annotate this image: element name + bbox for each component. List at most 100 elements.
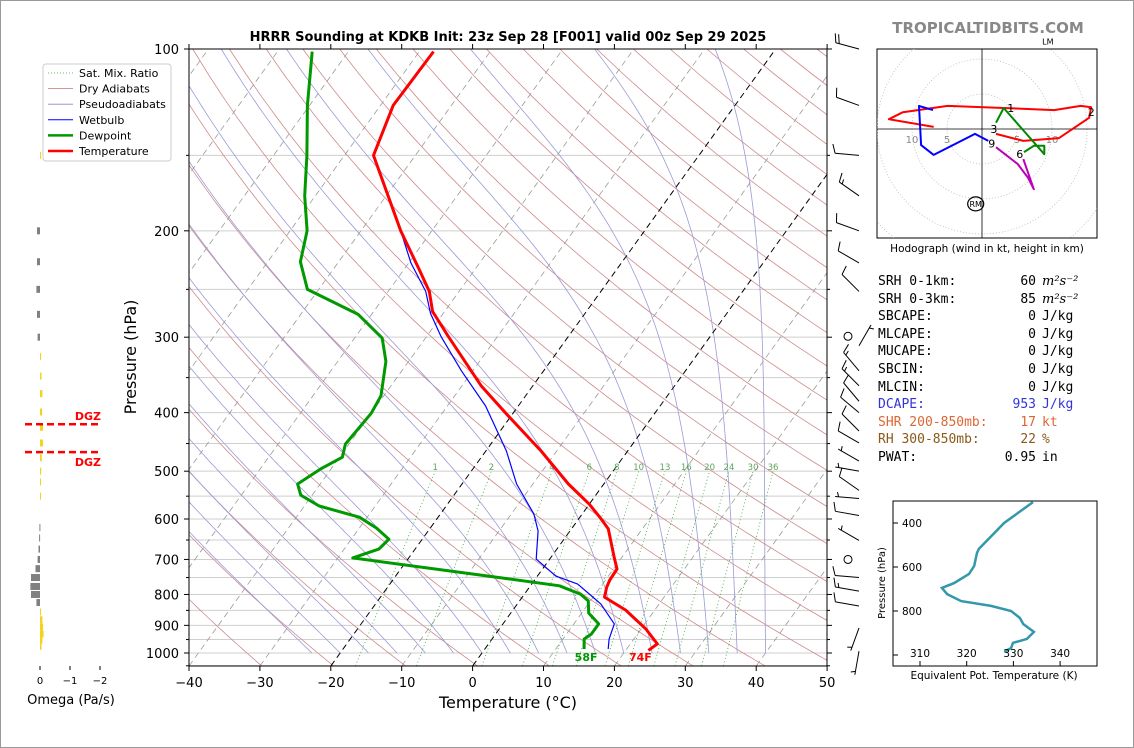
right-mover-marker: [967, 196, 985, 212]
isotherm: [189, 49, 635, 666]
stat-value: 0: [1028, 361, 1036, 377]
wind-barb-staff: [835, 466, 860, 472]
watermark-logo: TROPICALTIDBITS.COM: [892, 19, 1084, 37]
wind-barb-staff: [841, 274, 860, 292]
wind-barb-full: [833, 577, 836, 588]
wind-barb-half: [869, 327, 874, 330]
wind-barb-staff: [836, 96, 860, 106]
wind-barb-staff: [837, 250, 860, 264]
omega-tick-label: 0: [37, 676, 43, 687]
dry-adiabat: [265, 49, 827, 545]
theta-e-x-tick-label: 330: [1003, 648, 1023, 660]
x-tick-label: 50: [819, 676, 836, 691]
dry-adiabat: [302, 49, 827, 507]
isotherm: [189, 49, 351, 274]
wind-barb-full: [837, 421, 841, 432]
hodograph-height-label: 3: [990, 123, 997, 136]
stat-row: RH 300-850mb: 22%: [878, 431, 1108, 449]
wind-barb-full: [834, 33, 837, 43]
mixing-ratio-line: [653, 471, 710, 666]
wind-barb-staff: [839, 181, 860, 197]
pseudoadiabat: [189, 277, 511, 654]
stat-row: SHR 200-850mb: 17 kt: [878, 414, 1108, 432]
wind-barb-staff: [835, 574, 860, 579]
wind-barb-half: [840, 446, 843, 451]
theta-e-frame: [892, 500, 1098, 667]
stats-panel: SRH 0-1km: 60 m²s⁻² SRH 0-3km: 85 m²s⁻² SBCAPE…: [878, 273, 1108, 467]
wind-barb-full: [841, 405, 847, 415]
omega-bar: [40, 623, 43, 631]
wind-barb-staff: [835, 601, 860, 607]
wind-barbs: [832, 33, 874, 675]
pseudoadiabat: [189, 84, 596, 654]
hodograph-caption: Hodograph (wind in kt, height in km): [890, 243, 1084, 255]
dry-adiabat: [486, 49, 827, 334]
mixing-ratio-line: [355, 471, 436, 666]
wind-barb-staff: [843, 352, 860, 372]
stat-unit: m²s⁻²: [1042, 274, 1079, 289]
wind-barb-staff: [854, 651, 860, 675]
omega-bar: [40, 423, 43, 431]
omega-bar: [40, 390, 43, 398]
highlighted-isotherm: [330, 49, 777, 666]
omega-bar: [37, 258, 40, 266]
dry-adiabat: [375, 49, 827, 436]
x-tick-label: 0: [468, 676, 476, 691]
dry-adiabat: [189, 598, 262, 666]
omega-tick-label: −2: [93, 676, 108, 687]
wind-barb-staff: [858, 324, 872, 347]
wind-barb-full: [832, 566, 836, 576]
omega-bar: [37, 227, 40, 235]
stat-unit: kt: [1042, 414, 1058, 430]
pseudoadiabat: [189, 365, 454, 654]
omega-bar: [37, 333, 40, 341]
omega-bar: [40, 636, 43, 644]
mixing-ratio-line: [627, 471, 687, 666]
pseudoadiabat: [714, 49, 766, 653]
pseudoadiabat: [367, 49, 681, 654]
wind-barb-staff: [841, 368, 860, 387]
legend-box: [42, 63, 172, 162]
y-tick-label: 800: [154, 588, 179, 603]
stat-unit: in: [1042, 449, 1058, 465]
hodograph-height-label: 1: [1007, 102, 1014, 115]
chart-title: HRRR Sounding at KDKB Init: 23z Sep 28 […: [250, 30, 767, 45]
x-tick-label: −20: [317, 676, 344, 691]
omega-bar: [36, 285, 40, 293]
mixing-ratio-label: 4: [549, 463, 554, 473]
wind-barb-staff: [839, 476, 860, 491]
omega-bar: [40, 467, 42, 475]
stat-value: 0: [1028, 379, 1036, 395]
theta-e-panel: 310 320 330 340 400 600 800 Pressure (hPa) Equiv…: [877, 500, 1098, 682]
wind-barb-staff: [835, 42, 860, 50]
y-tick-label: 600: [154, 513, 179, 528]
mixing-ratio-label: 6: [587, 463, 592, 473]
omega-bar: [40, 608, 41, 616]
x-tick-label: −30: [246, 676, 273, 691]
wind-barb-full: [838, 467, 843, 477]
isotherm: [401, 75, 827, 666]
stat-row: SRH 0-3km: 85 m²s⁻²: [878, 291, 1108, 309]
stat-row: SBCIN: 0 J/kg: [878, 361, 1108, 379]
stat-value: 953: [1012, 397, 1036, 413]
right-mover-label: RM: [969, 200, 982, 209]
stat-value: 85: [1020, 291, 1036, 307]
legend-label: Dewpoint: [79, 129, 132, 142]
theta-e-x-tick-label: 320: [957, 648, 977, 660]
dry-adiabat: [412, 49, 827, 401]
dry-adiabat: [339, 49, 827, 471]
stat-unit: J/kg: [1042, 309, 1074, 325]
wind-barb-staff: [835, 586, 860, 592]
mixing-ratio-line: [701, 471, 754, 666]
omega-bar: [40, 616, 43, 624]
stat-row: MUCAPE: 0 J/kg: [878, 343, 1108, 361]
wind-barb-full: [843, 344, 849, 353]
dry-adiabat: [229, 49, 827, 582]
wind-barb-staff: [843, 382, 860, 402]
theta-e-x-tick-label: 340: [1050, 648, 1070, 660]
stat-value: 60: [1020, 274, 1036, 289]
mixing-ratio-label: 24: [724, 463, 735, 473]
stat-label: RH 300-850mb:: [878, 432, 980, 448]
wind-barb-full: [838, 34, 840, 44]
